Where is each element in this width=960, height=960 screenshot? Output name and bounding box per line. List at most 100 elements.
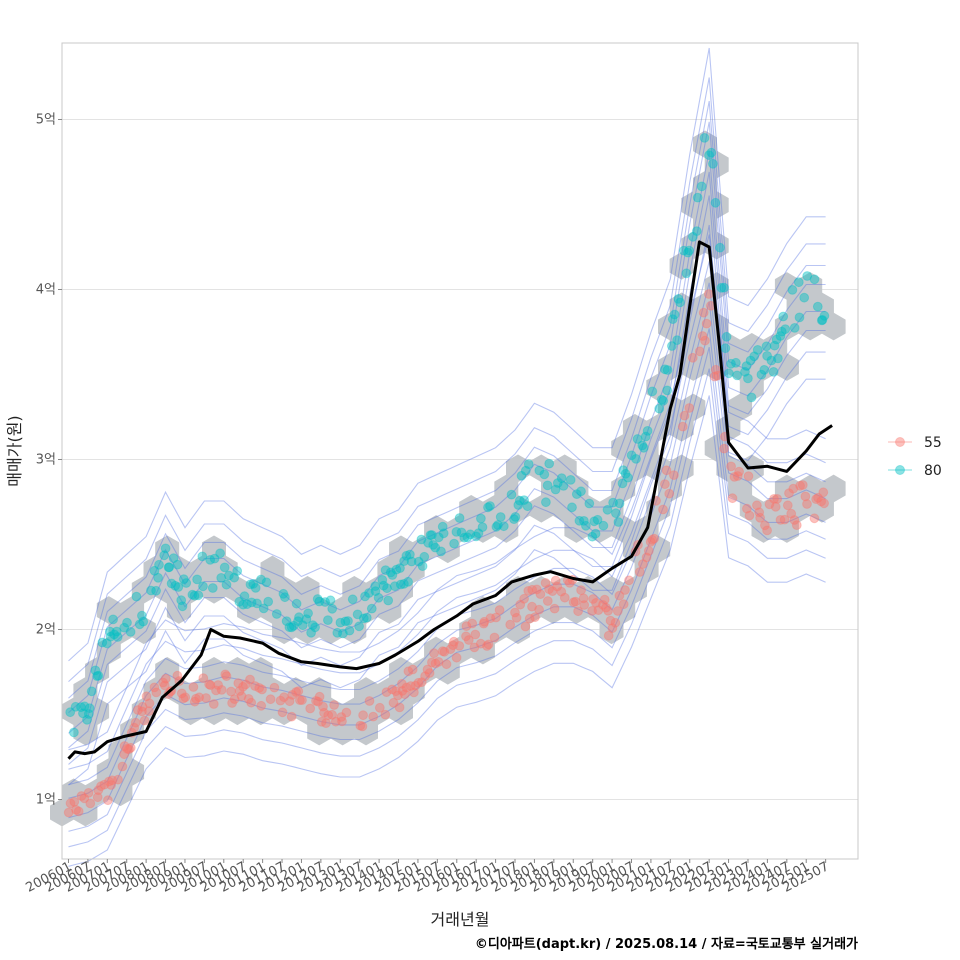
- scatter-point: [734, 466, 744, 477]
- y-tick-label: 4억: [36, 283, 56, 298]
- scatter-point: [419, 551, 430, 562]
- scatter-point: [687, 352, 698, 363]
- scatter-point: [802, 499, 812, 509]
- scatter-point: [786, 508, 797, 519]
- density-contour: [68, 368, 826, 848]
- scatter-point: [337, 716, 347, 727]
- scatter-point: [245, 674, 255, 685]
- scatter-point: [295, 695, 305, 705]
- scatter-point: [699, 133, 710, 143]
- scatter-point: [122, 743, 133, 754]
- scatter-point: [427, 657, 437, 668]
- median-price-line: [67, 240, 833, 760]
- scatter-point: [361, 612, 372, 623]
- scatter-point: [159, 550, 170, 561]
- scatter-point: [782, 500, 793, 511]
- scatter-point: [724, 368, 734, 379]
- scatter-point: [149, 682, 160, 693]
- scatter-point: [587, 606, 597, 616]
- scatter-point: [588, 594, 598, 604]
- scatter-point: [286, 622, 297, 633]
- y-tick-label: 3억: [36, 453, 56, 468]
- scatter-point: [467, 618, 478, 629]
- scatter-point: [697, 331, 708, 341]
- scatter-point: [423, 537, 434, 548]
- scatter-point: [141, 691, 152, 702]
- scatter-point: [133, 705, 143, 715]
- scatter-point: [215, 548, 226, 559]
- scatter-point: [614, 590, 625, 601]
- scatter-point: [154, 559, 164, 570]
- scatter-point: [277, 707, 288, 718]
- scatter-point: [549, 603, 560, 614]
- scatter-point: [220, 669, 231, 680]
- scatter-point: [216, 573, 227, 583]
- scatter-point: [420, 671, 431, 681]
- scatter-point: [473, 528, 484, 539]
- scatter-point: [530, 612, 540, 623]
- scatter-point: [399, 689, 410, 700]
- scatter-point: [438, 528, 449, 539]
- scatter-point: [579, 600, 590, 610]
- scatter-point: [79, 701, 90, 712]
- scatter-point: [246, 597, 257, 608]
- scatter-point: [510, 512, 521, 522]
- scatter-point: [776, 326, 787, 337]
- scatter-point: [122, 617, 132, 628]
- scatter-point: [65, 798, 76, 809]
- scatter-point: [284, 696, 295, 707]
- scatter-point: [377, 575, 388, 585]
- scatter-point: [459, 532, 470, 543]
- scatter-point: [544, 458, 555, 469]
- scatter-point: [645, 537, 656, 547]
- scatter-point: [125, 742, 136, 753]
- scatter-point: [256, 574, 266, 585]
- scatter-point: [149, 565, 160, 576]
- density-contour: [68, 171, 826, 749]
- scatter-point: [505, 619, 516, 630]
- scatter-point: [772, 494, 783, 504]
- scatter-point: [795, 480, 805, 491]
- scatter-point: [520, 621, 531, 632]
- scatter-point: [159, 680, 170, 691]
- scatter-point: [291, 687, 302, 697]
- density-contour: [68, 151, 826, 734]
- scatter-point: [366, 603, 377, 614]
- scatter-point: [578, 593, 589, 604]
- scatter-point: [576, 486, 586, 497]
- scatter-point: [211, 685, 221, 696]
- scatter-point: [461, 621, 472, 631]
- scatter-point: [393, 690, 403, 701]
- scatter-point: [170, 580, 181, 591]
- scatter-point: [708, 158, 718, 169]
- scatter-point: [752, 500, 762, 511]
- scatter-point: [550, 575, 561, 586]
- scatter-point: [603, 605, 613, 616]
- scatter-point: [756, 369, 767, 380]
- scatter-point: [667, 341, 677, 351]
- scatter-point: [319, 707, 329, 718]
- scatter-point: [327, 709, 338, 720]
- scatter-point: [732, 471, 743, 481]
- scatter-point: [433, 657, 444, 667]
- scatter-point: [542, 480, 553, 491]
- scatter-point: [493, 520, 503, 530]
- scatter-point: [112, 632, 123, 642]
- scatter-point: [416, 534, 427, 545]
- scatter-point: [158, 677, 169, 688]
- density-contour: [68, 224, 826, 786]
- scatter-point: [261, 577, 272, 588]
- scatter-point: [216, 685, 227, 695]
- scatter-point: [602, 504, 613, 515]
- scatter-point: [357, 721, 368, 732]
- scatter-point: [166, 578, 177, 589]
- scatter-point: [743, 471, 754, 482]
- scatter-point: [640, 431, 651, 442]
- scatter-point: [354, 621, 365, 632]
- scatter-point: [119, 741, 130, 751]
- scatter-point: [463, 635, 474, 645]
- scatter-point: [254, 683, 265, 693]
- scatter-point: [178, 574, 189, 584]
- scatter-point: [73, 806, 84, 817]
- scatter-point: [641, 552, 652, 563]
